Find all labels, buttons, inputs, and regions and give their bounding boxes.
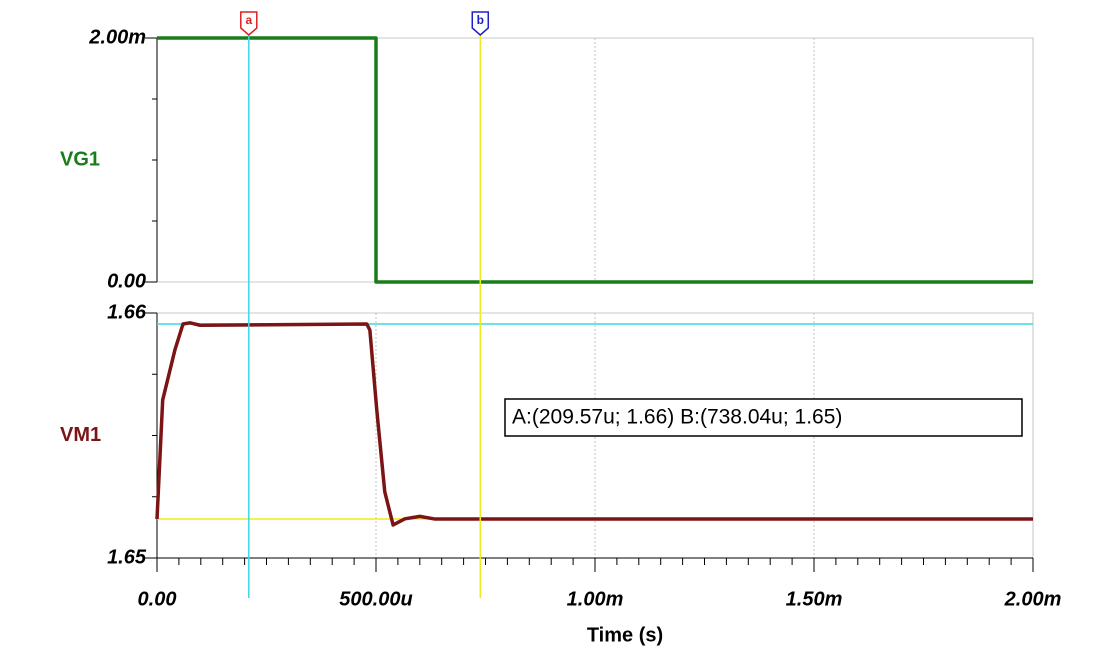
cursor-label: a <box>245 13 252 27</box>
series-name: VM1 <box>60 424 101 446</box>
cursor-flag <box>240 11 258 36</box>
y-tick-label: 1.66 <box>107 301 147 323</box>
cursor-readout: A:(209.57u; 1.66) B:(738.04u; 1.65) <box>512 406 842 429</box>
y-tick-label: 1.65 <box>107 546 147 568</box>
x-tick-label: 2.00m <box>1004 588 1062 610</box>
readout-box <box>504 398 1023 437</box>
x-tick-label: 1.00m <box>567 588 624 610</box>
series-line <box>155 321 1033 527</box>
x-tick-label: 0.00 <box>138 588 177 610</box>
series-line <box>157 36 1033 284</box>
y-tick-label: 2.00m <box>88 26 146 48</box>
y-tick-label: 0.00 <box>107 270 146 292</box>
series-name: VG1 <box>60 148 100 170</box>
x-axis-title: Time (s) <box>587 624 663 646</box>
x-tick-label: 1.50m <box>786 588 843 610</box>
x-tick-label: 500.00u <box>339 588 412 610</box>
cursor-label: b <box>477 13 484 27</box>
cursor-flag <box>471 11 490 36</box>
